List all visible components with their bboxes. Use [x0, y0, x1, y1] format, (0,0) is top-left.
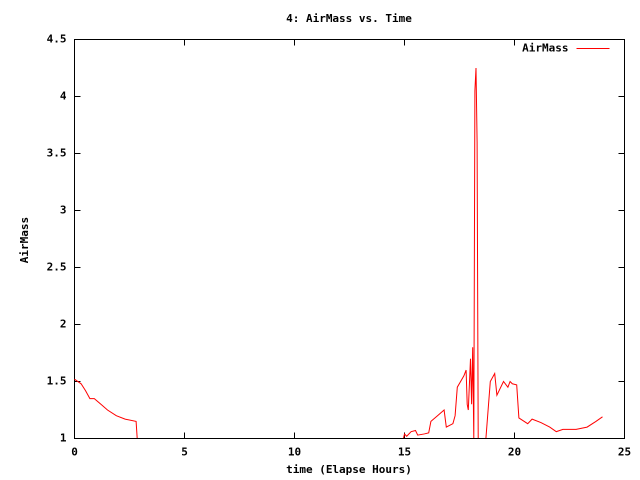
y-tick-label: 3.5 [47, 147, 67, 160]
x-tick-label: 10 [288, 446, 301, 459]
x-axis-label: time (Elapse Hours) [286, 463, 412, 476]
y-axis-label: AirMass [18, 217, 31, 263]
y-tick-label: 2.5 [47, 261, 67, 274]
x-tick-label: 20 [508, 446, 521, 459]
x-tick-label: 15 [398, 446, 411, 459]
x-tick-label: 0 [71, 446, 78, 459]
x-tick-label: 5 [181, 446, 188, 459]
y-tick-label: 2 [60, 318, 67, 331]
y-tick-label: 1 [60, 432, 67, 445]
data-line [74, 67, 603, 438]
y-tick-label: 4.5 [47, 33, 67, 46]
y-tick-label: 3 [60, 204, 67, 217]
x-tick-label: 25 [618, 446, 631, 459]
chart-title: 4: AirMass vs. Time [286, 12, 412, 25]
y-tick-label: 4 [60, 90, 67, 103]
y-tick-label: 1.5 [47, 375, 67, 388]
legend-label: AirMass [522, 42, 568, 55]
plot-border [74, 39, 625, 439]
